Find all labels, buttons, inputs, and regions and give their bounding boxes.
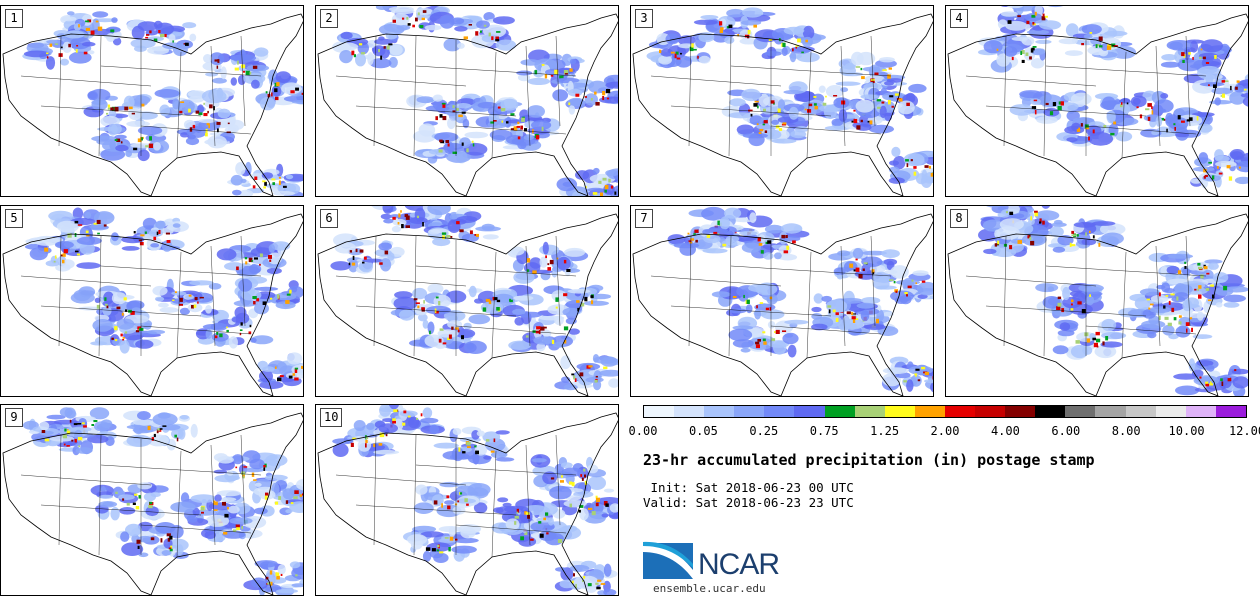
colorbar-swatch [644, 406, 675, 417]
colorbar-swatch [1125, 406, 1156, 417]
colorbar-tick-label: 2.00 [930, 424, 960, 438]
precipitation-map [317, 405, 618, 595]
colorbar-tick-label: 10.00 [1168, 424, 1205, 438]
colorbar-swatch [944, 406, 976, 417]
colorbar-tick-label: 0.75 [809, 424, 839, 438]
colorbar-tick-label: 0.00 [628, 424, 658, 438]
ensemble-member-panel[interactable]: 9 [0, 404, 304, 596]
ensemble-member-panel[interactable]: 7 [630, 205, 934, 397]
ncar-logo-text: NCAR [698, 548, 780, 581]
site-url: ensemble.ucar.edu [653, 582, 766, 595]
precipitation-map [317, 206, 618, 396]
colorbar-swatch [674, 406, 705, 417]
colorbar-tick-label: 4.00 [990, 424, 1020, 438]
colorbar-tick-label: 8.00 [1111, 424, 1141, 438]
ensemble-member-panel[interactable]: 1 [0, 5, 304, 197]
colorbar-swatch [914, 406, 945, 417]
member-number-label: 1 [5, 9, 23, 28]
colorbar-swatch [734, 406, 765, 417]
colorbar-tick-labels: 0.00 0.05 0.25 0.75 1.25 2.00 4.00 6.00 8.00 10.0… [628, 424, 1260, 440]
member-number-label: 8 [950, 209, 968, 228]
colorbar-swatch [884, 406, 915, 417]
colorbar-swatch [1005, 406, 1036, 417]
colorbar-swatch [764, 406, 795, 417]
member-number-label: 5 [5, 209, 23, 228]
init-time: Init: Sat 2018-06-23 00 UTC [643, 480, 854, 495]
colorbar-swatch [824, 406, 855, 417]
member-number-label: 7 [635, 209, 653, 228]
ensemble-member-panel[interactable]: 6 [315, 205, 619, 397]
ensemble-member-panel[interactable]: 3 [630, 5, 934, 197]
precipitation-map [2, 207, 303, 396]
colorbar-swatch [794, 406, 825, 417]
colorbar-swatch [1095, 406, 1126, 417]
member-number-label: 2 [320, 9, 338, 28]
colorbar-swatch [1185, 406, 1216, 417]
precipitation-map [2, 407, 303, 595]
precipitation-map [947, 6, 1248, 196]
ensemble-member-panel[interactable]: 10 [315, 404, 619, 596]
colorbar-swatch [1035, 406, 1066, 417]
precipitation-map [2, 11, 303, 196]
member-number-label: 9 [5, 408, 23, 427]
precipitation-map [632, 7, 933, 196]
colorbar-swatch [1155, 406, 1186, 417]
colorbar-swatch [854, 406, 885, 417]
precipitation-map [632, 206, 933, 396]
colorbar-tick-label: 12.00 [1228, 424, 1260, 438]
ensemble-member-panel[interactable]: 8 [945, 205, 1249, 397]
colorbar-tick-label: 0.25 [749, 424, 779, 438]
ensemble-member-panel[interactable]: 2 [315, 5, 619, 197]
member-number-label: 3 [635, 9, 653, 28]
colorbar-tick-label: 6.00 [1051, 424, 1081, 438]
precipitation-map [317, 6, 618, 196]
precipitation-map [947, 206, 1248, 396]
colorbar-tick-label: 0.05 [688, 424, 718, 438]
chart-title: 23-hr accumulated precipitation (in) pos… [643, 451, 1095, 469]
colorbar-swatch [704, 406, 735, 417]
member-number-label: 10 [320, 408, 343, 427]
colorbar-swatch [1065, 406, 1096, 417]
colorbar-tick-label: 1.25 [870, 424, 900, 438]
ensemble-member-panel[interactable]: 4 [945, 5, 1249, 197]
precipitation-colorbar [643, 405, 1247, 418]
ncar-logo [643, 541, 693, 579]
ensemble-member-panel[interactable]: 5 [0, 205, 304, 397]
member-number-label: 6 [320, 209, 338, 228]
colorbar-swatch [975, 406, 1006, 417]
valid-time: Valid: Sat 2018-06-23 23 UTC [643, 495, 854, 510]
member-number-label: 4 [950, 9, 968, 28]
colorbar-swatch [1215, 406, 1246, 417]
